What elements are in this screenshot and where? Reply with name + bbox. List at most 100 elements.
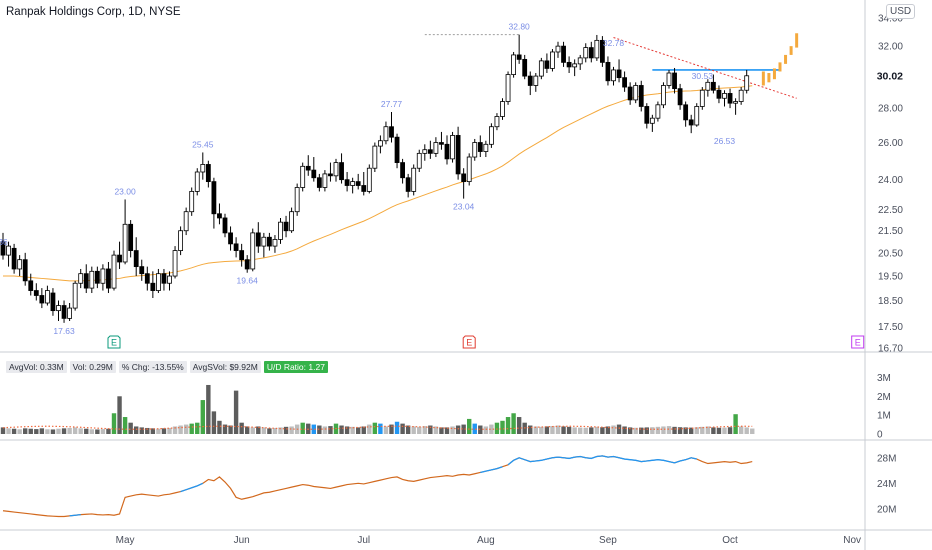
candle-body — [605, 61, 611, 82]
volume-bar — [100, 429, 106, 434]
candle — [511, 51, 517, 78]
candle — [627, 82, 633, 105]
volume-bar — [200, 400, 205, 434]
candle — [450, 131, 455, 163]
candle-body — [677, 88, 683, 106]
candle — [661, 82, 666, 109]
volume-bar — [694, 427, 699, 434]
volume-bar — [222, 424, 228, 434]
candle-body — [455, 135, 461, 175]
volume-bar — [467, 418, 472, 434]
candle — [411, 164, 417, 196]
candle-body — [167, 275, 172, 284]
candle-body — [261, 236, 267, 247]
volume-bar — [750, 428, 755, 434]
volume-bar — [500, 420, 505, 434]
volume-bar — [6, 428, 11, 434]
time-tick-label: Sep — [599, 535, 617, 546]
candle — [516, 34, 522, 64]
volume-bar — [444, 427, 450, 434]
candle-body — [744, 75, 750, 91]
volume-bar — [289, 426, 294, 434]
candle-body — [544, 60, 550, 69]
candle — [538, 57, 544, 80]
candle — [500, 98, 505, 120]
volume-bar — [156, 428, 161, 434]
candle-body — [89, 270, 95, 289]
candle — [711, 74, 716, 94]
candle-body — [672, 72, 677, 90]
candle — [222, 213, 228, 238]
volume-bar — [211, 411, 217, 434]
volume-bar — [627, 427, 633, 434]
volume-bar — [106, 428, 111, 434]
moving-average-layer — [3, 85, 753, 282]
candle-body — [477, 142, 483, 152]
volume-bar — [578, 427, 583, 434]
candle — [550, 49, 555, 72]
candle-body — [133, 250, 139, 268]
candle-body — [17, 259, 23, 270]
volume-bar — [50, 429, 56, 434]
volume-bar — [550, 426, 555, 434]
volume-bars-layer — [0, 384, 755, 434]
stat-chip-3: AvgSVol: $9.92M — [189, 361, 261, 373]
candle-body — [500, 101, 505, 117]
volume-bar — [555, 425, 561, 434]
candle — [0, 232, 6, 260]
candle-body — [466, 156, 472, 183]
candle — [211, 177, 217, 229]
volume-bar — [267, 428, 272, 434]
candle-body — [538, 60, 544, 77]
volume-bar — [283, 426, 289, 434]
candle-body — [56, 305, 61, 312]
price-tick-label: 17.50 — [878, 322, 903, 333]
price-tick-label: 26.00 — [878, 138, 903, 149]
candle-body — [644, 106, 650, 124]
volume-bar — [639, 427, 644, 434]
earnings-marker: E — [462, 335, 476, 349]
volume-bar — [39, 428, 45, 434]
candle — [355, 173, 361, 190]
currency-badge[interactable]: USD — [886, 4, 916, 19]
candle-body — [211, 181, 217, 215]
candle — [339, 153, 344, 184]
price-tick-label: 18.50 — [878, 296, 903, 307]
key-price-label: 23.00 — [114, 186, 136, 196]
candle — [28, 273, 34, 296]
candle-body — [122, 223, 128, 263]
candle-body — [594, 39, 600, 59]
candle-body — [139, 266, 145, 275]
candle-body — [178, 230, 184, 251]
volume-bar — [322, 426, 328, 434]
candle — [727, 88, 733, 109]
candle-body — [322, 173, 328, 188]
candle — [344, 171, 350, 192]
candle — [527, 71, 533, 96]
price-tick-label: 24.00 — [878, 175, 903, 186]
candle-body — [655, 104, 661, 119]
volume-bar — [650, 427, 655, 434]
key-price-label: 30.53 — [692, 71, 714, 81]
candle — [688, 114, 694, 134]
projection-bar — [778, 62, 782, 72]
volume-bar — [533, 426, 538, 434]
key-price-label: 19.64 — [237, 276, 259, 286]
candle-body — [222, 217, 228, 234]
candle — [600, 36, 605, 67]
candle-body — [527, 75, 533, 86]
symbol-title: Ranpak Holdings Corp, 1D, NYSE — [6, 6, 181, 18]
stat-chip-4: U/D Ratio: 1.27 — [263, 361, 328, 373]
rs-highlight-segment — [180, 482, 204, 493]
volume-bar — [300, 422, 305, 434]
candle — [39, 288, 45, 309]
price-tick-label: 19.50 — [878, 272, 903, 283]
candle-body — [200, 164, 206, 173]
volume-bar — [23, 428, 28, 434]
volume-bar — [661, 426, 666, 434]
candle-body — [522, 58, 528, 77]
earnings-box — [462, 335, 476, 349]
